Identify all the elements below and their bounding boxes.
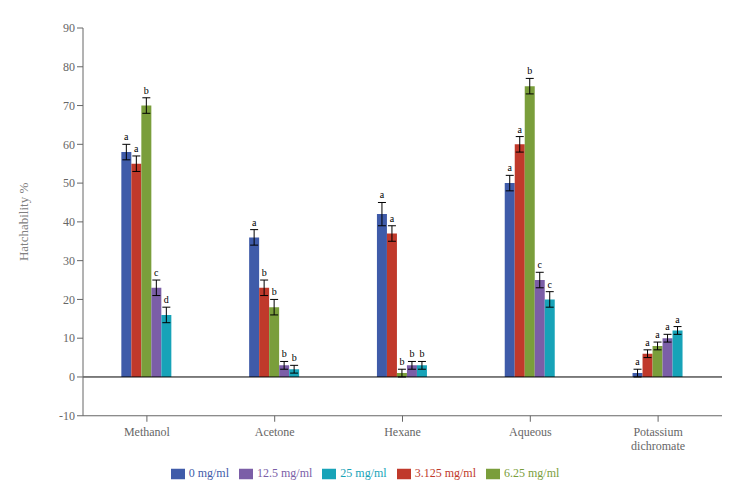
svg-text:Hatchability %: Hatchability %	[16, 183, 31, 262]
svg-text:a: a	[635, 356, 640, 367]
svg-text:90: 90	[63, 21, 75, 35]
svg-text:a: a	[252, 217, 257, 228]
html-text:3.125 mg/ml: 3.125 mg/ml	[414, 465, 476, 480]
svg-text:40: 40	[63, 215, 75, 229]
svg-text:b: b	[399, 356, 404, 367]
svg-text:Acetone: Acetone	[255, 425, 295, 439]
svg-text:30: 30	[63, 254, 75, 268]
svg-text:20: 20	[63, 293, 75, 307]
svg-text:b: b	[144, 85, 149, 96]
svg-text:70: 70	[63, 99, 75, 113]
svg-text:0: 0	[69, 370, 75, 384]
svg-text:a: a	[665, 321, 670, 332]
svg-text:50: 50	[63, 176, 75, 190]
svg-text:c: c	[538, 259, 543, 270]
svg-text:b: b	[527, 65, 532, 76]
svg-text:Aqueous: Aqueous	[509, 425, 552, 439]
svg-text:a: a	[380, 189, 385, 200]
svg-text:a: a	[645, 337, 650, 348]
html-text:0 mg/ml: 0 mg/ml	[188, 465, 229, 480]
svg-text:a: a	[390, 213, 395, 224]
svg-text:Methanol: Methanol	[124, 425, 171, 439]
svg-text:a: a	[675, 314, 680, 325]
html-text:12.5 mg/ml: 12.5 mg/ml	[257, 465, 313, 480]
svg-text:a: a	[134, 143, 139, 154]
svg-text:a: a	[655, 329, 660, 340]
svg-text:Potassiumdichromate: Potassiumdichromate	[631, 425, 685, 453]
svg-text:10: 10	[63, 331, 75, 345]
svg-text:b: b	[409, 348, 414, 359]
svg-text:b: b	[282, 348, 287, 359]
svg-text:b: b	[292, 352, 297, 363]
svg-text:b: b	[419, 348, 424, 359]
svg-text:a: a	[124, 131, 129, 142]
svg-text:a: a	[508, 162, 513, 173]
html-text:25 mg/ml: 25 mg/ml	[340, 465, 387, 480]
svg-text:-10: -10	[59, 409, 75, 423]
svg-text:c: c	[154, 267, 159, 278]
svg-text:Hexane: Hexane	[384, 425, 421, 439]
svg-text:a: a	[518, 124, 523, 135]
svg-text:80: 80	[63, 60, 75, 74]
svg-text:b: b	[262, 267, 267, 278]
svg-text:c: c	[548, 279, 553, 290]
svg-text:d: d	[164, 294, 169, 305]
svg-text:b: b	[272, 286, 277, 297]
svg-text:60: 60	[63, 138, 75, 152]
html-text:6.25 mg/ml: 6.25 mg/ml	[504, 465, 560, 480]
